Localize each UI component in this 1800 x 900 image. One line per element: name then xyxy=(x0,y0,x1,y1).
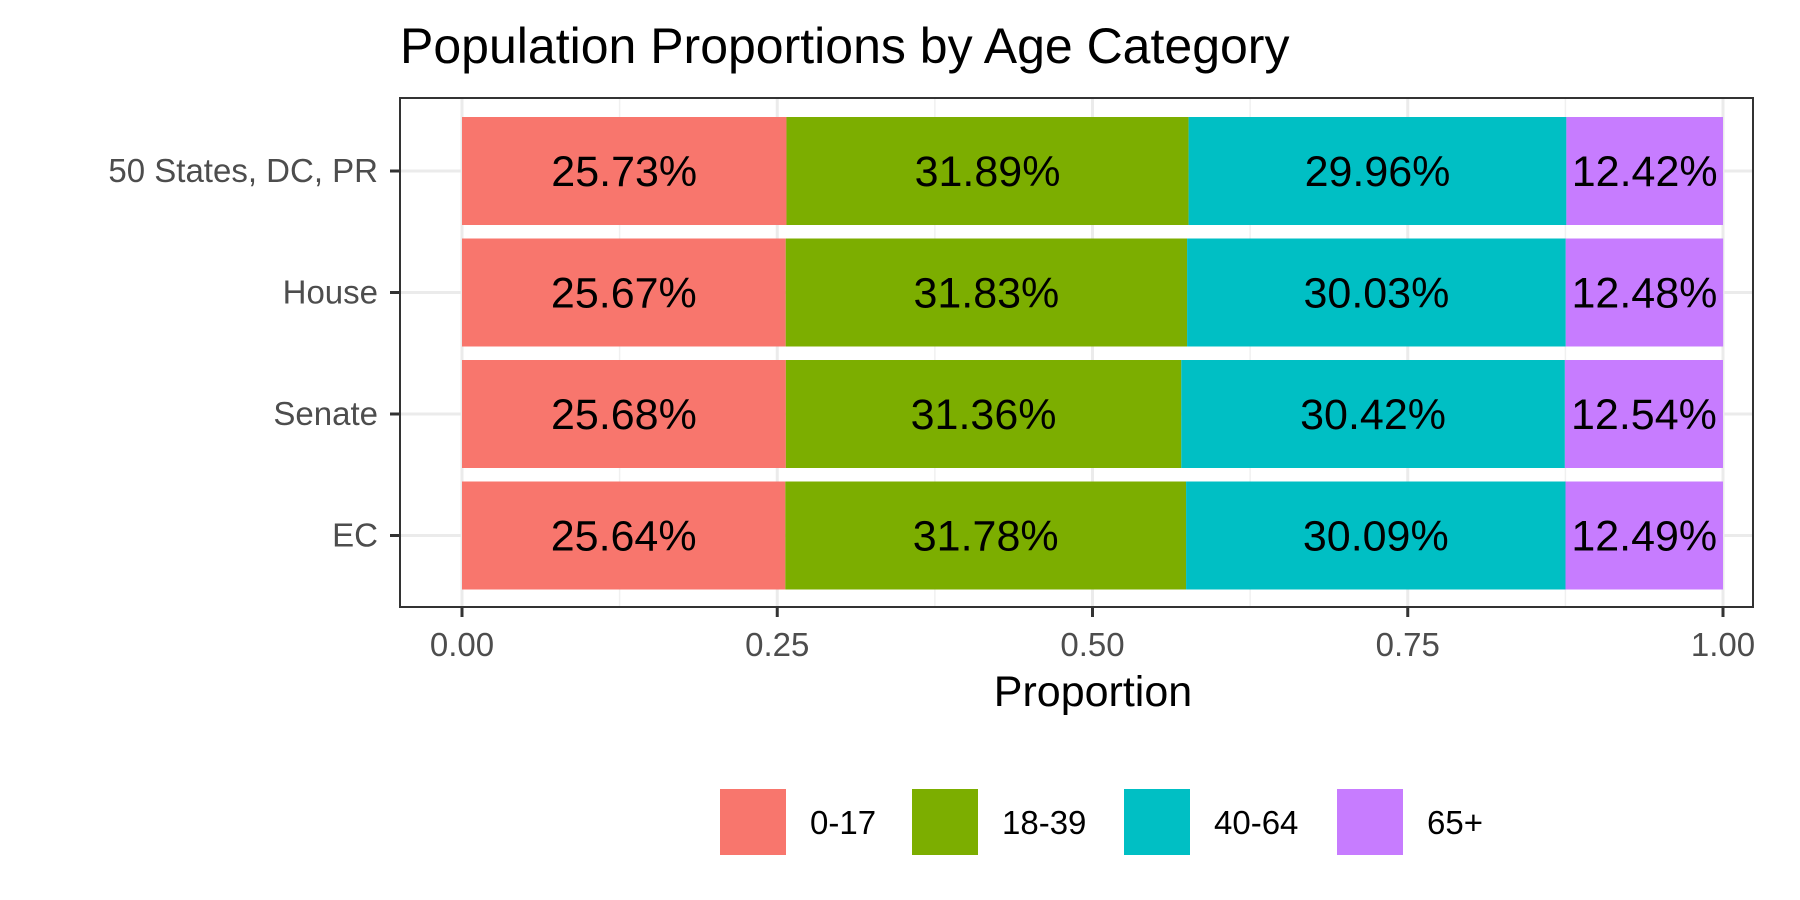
legend-key xyxy=(720,789,786,855)
bar-segment xyxy=(1565,481,1723,590)
bar-segment xyxy=(1564,360,1723,468)
panel-border xyxy=(399,97,1754,608)
data-label: 25.73% xyxy=(551,148,697,196)
data-label: 29.96% xyxy=(1305,148,1451,196)
x-tick-label: 0.00 xyxy=(430,626,494,663)
bar-segment xyxy=(462,117,787,225)
y-tick-label: House xyxy=(283,274,378,311)
bar-segment xyxy=(785,360,1182,468)
bar-segment xyxy=(785,238,1188,347)
data-label: 25.64% xyxy=(551,513,697,561)
data-label: 25.67% xyxy=(551,270,697,318)
bar-segment xyxy=(786,117,1189,225)
data-label: 31.78% xyxy=(913,513,1059,561)
legend-label: 18-39 xyxy=(1002,804,1086,841)
x-tick-label: 0.75 xyxy=(1376,626,1440,663)
bar-segment xyxy=(1186,481,1566,590)
legend-label: 40-64 xyxy=(1214,804,1298,841)
legend-key xyxy=(1337,789,1403,855)
y-tick-label: EC xyxy=(332,517,378,554)
legend-key xyxy=(1124,789,1190,855)
data-label: 31.89% xyxy=(915,148,1061,196)
x-tick-label: 0.50 xyxy=(1060,626,1124,663)
bar-segment xyxy=(462,481,786,590)
y-tick-label: 50 States, DC, PR xyxy=(108,152,378,189)
plot-panel: 25.73% 31.89% 29.96% 12.42% 25.67% 31.83% 30.0… xyxy=(108,97,1755,663)
bar-segment xyxy=(1188,117,1567,225)
bar-segment xyxy=(462,360,786,468)
data-label: 30.42% xyxy=(1300,391,1446,439)
data-label: 30.03% xyxy=(1303,270,1449,318)
bar-segment xyxy=(1565,238,1724,347)
legend-label: 0-17 xyxy=(810,804,876,841)
legend-key xyxy=(912,789,978,855)
x-axis-title: Proportion xyxy=(994,668,1192,716)
legend: 0-17 18-39 40-64 65+ xyxy=(720,789,1483,855)
x-tick-label: 0.25 xyxy=(745,626,809,663)
data-label: 12.48% xyxy=(1572,270,1718,318)
data-label: 25.68% xyxy=(551,391,697,439)
bar-segment xyxy=(1566,117,1723,225)
data-label: 31.36% xyxy=(911,391,1057,439)
y-tick-label: Senate xyxy=(273,395,378,432)
bar-segment xyxy=(785,481,1187,590)
bar-segment xyxy=(462,238,786,347)
data-label: 12.49% xyxy=(1571,513,1717,561)
chart-title: Population Proportions by Age Category xyxy=(400,18,1289,74)
data-label: 12.54% xyxy=(1571,391,1717,439)
data-label: 12.42% xyxy=(1572,148,1718,196)
data-label: 30.09% xyxy=(1303,513,1449,561)
data-label: 31.83% xyxy=(913,270,1059,318)
bar-segment xyxy=(1181,360,1565,468)
x-tick-label: 1.00 xyxy=(1691,626,1755,663)
legend-label: 65+ xyxy=(1427,804,1483,841)
bar-segment xyxy=(1187,238,1566,347)
